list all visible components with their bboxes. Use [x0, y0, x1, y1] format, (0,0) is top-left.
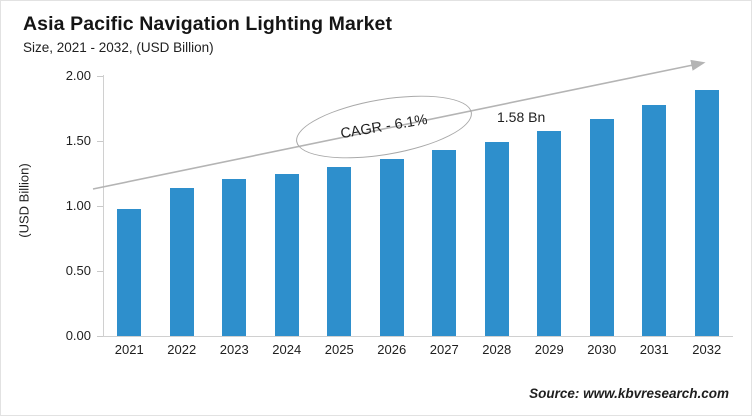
page-title: Asia Pacific Navigation Lighting Market	[23, 13, 393, 35]
y-tick-mark	[97, 206, 103, 207]
bar-2028[interactable]	[484, 142, 509, 336]
bar-2025[interactable]	[327, 167, 352, 336]
x-tick-label: 2024	[272, 342, 302, 357]
y-tick-label: 0.00	[65, 328, 91, 343]
bar-2024[interactable]	[274, 173, 299, 336]
bar-2032[interactable]	[694, 90, 719, 336]
x-tick-label: 2025	[324, 342, 354, 357]
chart-subtitle: Size, 2021 - 2032, (USD Billion)	[23, 40, 214, 56]
value-callout-label: 1.58 Bn	[497, 109, 546, 125]
y-tick-mark	[97, 336, 103, 337]
x-tick-label: 2029	[534, 342, 564, 357]
bar-2027[interactable]	[432, 150, 457, 336]
bar-2023[interactable]	[222, 178, 247, 336]
x-axis-line	[103, 336, 733, 337]
bar-2021[interactable]	[117, 208, 142, 336]
y-tick-mark	[97, 76, 103, 77]
x-tick-label: 2022	[167, 342, 197, 357]
bar-2022[interactable]	[169, 187, 194, 336]
x-tick-label: 2028	[482, 342, 512, 357]
x-tick-label: 2031	[639, 342, 669, 357]
y-tick-label: 1.50	[65, 133, 91, 148]
source-note: Source: www.kbvresearch.com	[529, 386, 729, 401]
x-tick-label: 2027	[429, 342, 459, 357]
bar-2031[interactable]	[642, 104, 667, 336]
x-tick-label: 2023	[219, 342, 249, 357]
y-axis-title: (USD Billion)	[16, 163, 32, 238]
y-axis-line	[103, 75, 104, 337]
x-tick-label: 2026	[377, 342, 407, 357]
x-tick-label: 2030	[587, 342, 617, 357]
x-tick-label: 2032	[692, 342, 722, 357]
x-tick-label: 2021	[114, 342, 144, 357]
y-tick-label: 1.00	[65, 198, 91, 213]
y-tick-label: 2.00	[65, 68, 91, 83]
title-block: Asia Pacific Navigation Lighting Market …	[23, 13, 643, 57]
bar-2030[interactable]	[589, 118, 614, 336]
y-tick-label: 0.50	[65, 263, 91, 278]
bar-2026[interactable]	[379, 159, 404, 336]
bar-2029[interactable]	[537, 130, 562, 336]
y-tick-mark	[97, 141, 103, 142]
y-tick-mark	[97, 271, 103, 272]
